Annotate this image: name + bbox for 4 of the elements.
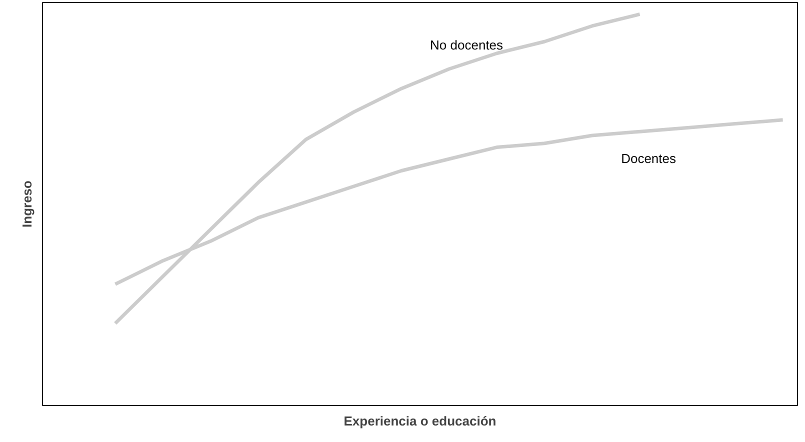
x-axis-title: Experiencia o educación	[344, 414, 496, 428]
y-axis-title: Ingreso	[20, 180, 34, 228]
series-label: No docentes	[430, 38, 504, 53]
series-label: Docentes	[621, 151, 677, 166]
